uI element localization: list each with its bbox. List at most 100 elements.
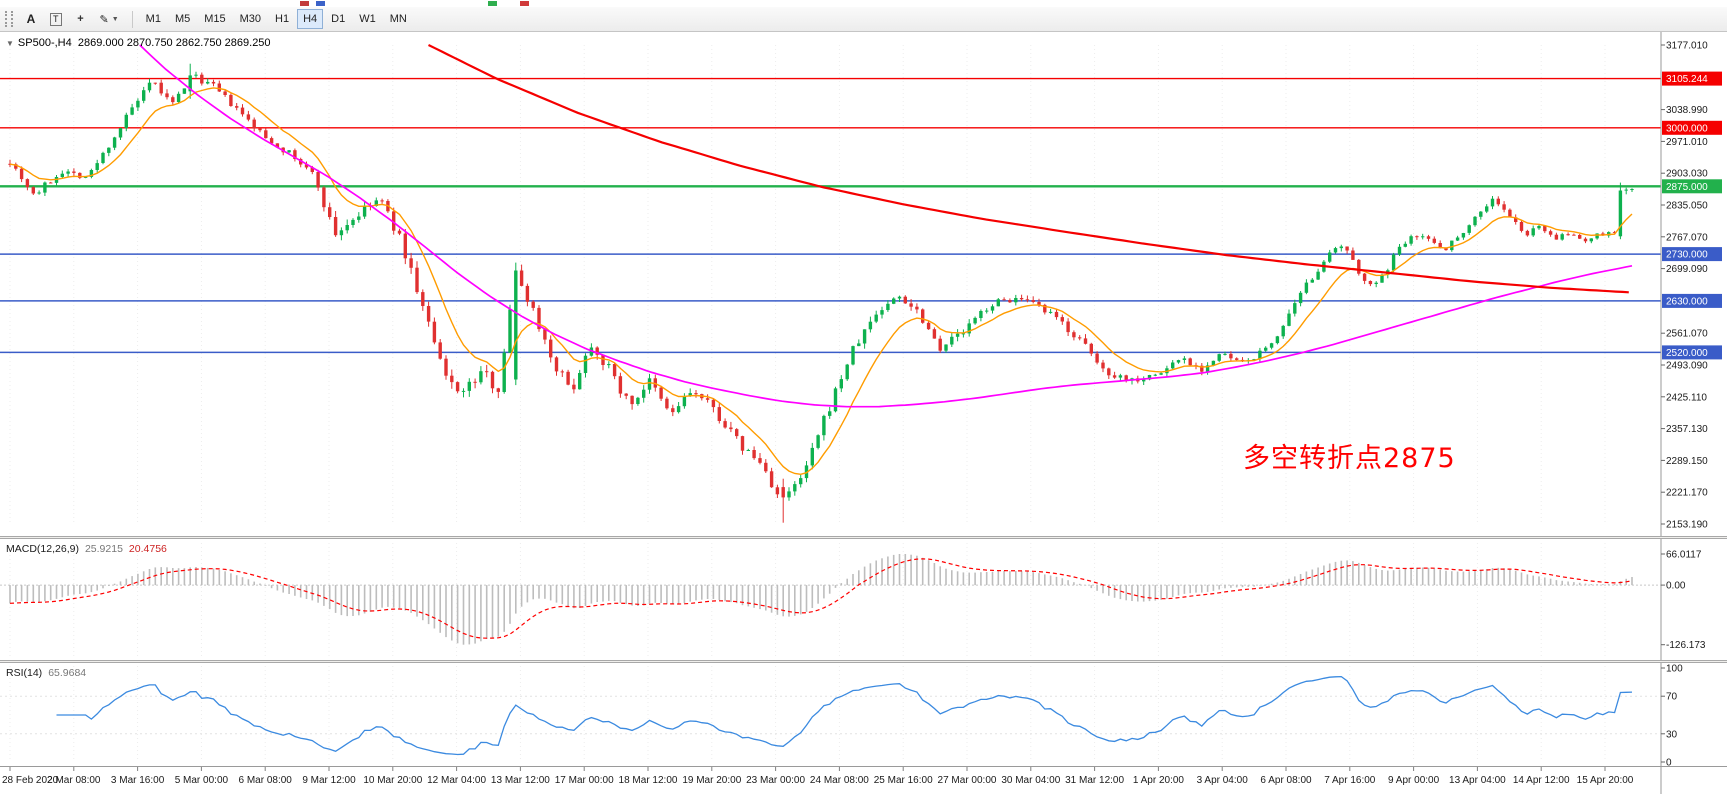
- svg-text:3 Mar 16:00: 3 Mar 16:00: [111, 775, 165, 786]
- svg-text:27 Mar 00:00: 27 Mar 00:00: [938, 775, 997, 786]
- svg-text:66.0117: 66.0117: [1666, 550, 1702, 561]
- svg-text:-126.173: -126.173: [1666, 640, 1706, 651]
- toolbar-separator: [131, 10, 133, 28]
- chart-annotation: 多空转折点2875: [1243, 443, 1456, 474]
- macd-value-main: 25.9215: [84, 543, 123, 555]
- svg-text:14 Apr 12:00: 14 Apr 12:00: [1513, 775, 1570, 786]
- svg-text:3 Apr 04:00: 3 Apr 04:00: [1197, 775, 1249, 786]
- time-axis[interactable]: 28 Feb 2020 2 Mar 08:00 3 Mar 16:00 5 Mar 0…: [0, 766, 1727, 794]
- timeframe-button-m15[interactable]: M15: [204, 13, 226, 25]
- text-label-tool-button[interactable]: A: [26, 12, 36, 26]
- crosshair-icon: +: [77, 13, 84, 25]
- svg-text:28 Feb 2020: 28 Feb 2020: [2, 775, 59, 786]
- text-box-icon: T: [50, 12, 62, 26]
- main-chart-canvas[interactable]: 3177.010 3038.990 2971.010 2903.030 2835.050…: [0, 32, 1727, 536]
- svg-text:6 Mar 08:00: 6 Mar 08:00: [239, 775, 293, 786]
- clipped-toolbar-strip: [0, 0, 1727, 7]
- draw-tool-button[interactable]: ✎ ▼: [94, 9, 125, 29]
- svg-text:2767.070: 2767.070: [1666, 232, 1708, 243]
- svg-text:2561.070: 2561.070: [1666, 329, 1708, 340]
- timeframe-button-m30[interactable]: M30: [239, 13, 262, 25]
- svg-text:13 Apr 04:00: 13 Apr 04:00: [1449, 775, 1506, 786]
- panel-splitter-rsi[interactable]: [0, 660, 1727, 663]
- svg-text:2520.000: 2520.000: [1666, 348, 1708, 359]
- svg-text:9 Apr 00:00: 9 Apr 00:00: [1388, 775, 1440, 786]
- timeframe-button-h1[interactable]: H1: [275, 13, 290, 25]
- timeframe-button-d1[interactable]: D1: [331, 13, 346, 25]
- svg-text:15 Apr 20:00: 15 Apr 20:00: [1577, 775, 1634, 786]
- svg-text:1 Apr 20:00: 1 Apr 20:00: [1133, 775, 1185, 786]
- svg-text:0.00: 0.00: [1666, 581, 1686, 592]
- timeframe-button-w1[interactable]: W1: [359, 13, 376, 25]
- svg-text:17 Mar 00:00: 17 Mar 00:00: [555, 775, 614, 786]
- chart-title: ▼ SP500-,H4 2869.000 2870.750 2862.750 28…: [6, 37, 271, 49]
- svg-text:3000.000: 3000.000: [1666, 123, 1708, 134]
- clipped-icon-fragment: [316, 1, 325, 6]
- timeframe-button-m5[interactable]: M5: [174, 13, 191, 25]
- svg-text:2730.000: 2730.000: [1666, 250, 1708, 261]
- svg-text:9 Mar 12:00: 9 Mar 12:00: [302, 775, 356, 786]
- timeframe-button-mn[interactable]: MN: [389, 13, 407, 25]
- svg-text:2903.030: 2903.030: [1666, 169, 1708, 180]
- svg-text:31 Mar 12:00: 31 Mar 12:00: [1065, 775, 1124, 786]
- main-chart-panel[interactable]: 3177.010 3038.990 2971.010 2903.030 2835.050…: [0, 32, 1727, 536]
- svg-text:3105.244: 3105.244: [1666, 74, 1708, 85]
- svg-text:18 Mar 12:00: 18 Mar 12:00: [619, 775, 678, 786]
- svg-text:70: 70: [1666, 692, 1678, 703]
- svg-text:2630.000: 2630.000: [1666, 296, 1708, 307]
- svg-text:2 Mar 08:00: 2 Mar 08:00: [47, 775, 101, 786]
- clipped-icon-fragment: [300, 1, 309, 6]
- macd-value-signal: 20.4756: [128, 543, 167, 555]
- indicator-collapse-icon[interactable]: ▼: [6, 39, 14, 48]
- macd-panel[interactable]: 66.0117 0.00 -126.173: [0, 539, 1727, 660]
- svg-text:2289.150: 2289.150: [1666, 456, 1708, 467]
- svg-text:24 Mar 08:00: 24 Mar 08:00: [810, 775, 869, 786]
- svg-text:3177.010: 3177.010: [1666, 41, 1708, 52]
- text-box-tool-button[interactable]: T: [44, 9, 68, 29]
- svg-text:2699.090: 2699.090: [1666, 264, 1708, 275]
- clipped-icon-fragment: [488, 1, 497, 6]
- svg-text:3038.990: 3038.990: [1666, 105, 1708, 116]
- rsi-name: RSI(14): [6, 667, 43, 679]
- chart-title-symbol: SP500-,H4: [17, 37, 72, 49]
- svg-text:2493.090: 2493.090: [1666, 361, 1708, 372]
- timeframe-button-h4[interactable]: H4: [297, 9, 324, 29]
- svg-text:23 Mar 00:00: 23 Mar 00:00: [746, 775, 805, 786]
- macd-indicator-label: MACD(12,26,9) 25.9215 20.4756: [6, 543, 167, 555]
- svg-text:100: 100: [1666, 664, 1683, 675]
- rsi-panel-canvas[interactable]: 100 70 30 0: [0, 663, 1727, 766]
- macd-name: MACD(12,26,9): [6, 543, 79, 555]
- svg-text:19 Mar 20:00: 19 Mar 20:00: [682, 775, 741, 786]
- timeframe-button-m1[interactable]: M1: [145, 13, 161, 25]
- svg-text:2835.050: 2835.050: [1666, 201, 1708, 212]
- macd-panel-canvas[interactable]: 66.0117 0.00 -126.173: [0, 539, 1727, 660]
- chart-toolbar: A T + ✎ ▼ M1 M5 M15 M30 H1 H4 D1 W1 MN: [0, 7, 1727, 32]
- svg-text:2153.190: 2153.190: [1666, 520, 1708, 531]
- svg-text:10 Mar 20:00: 10 Mar 20:00: [363, 775, 422, 786]
- svg-text:12 Mar 04:00: 12 Mar 04:00: [427, 775, 486, 786]
- rsi-value: 65.9684: [48, 667, 87, 679]
- clipped-icon-fragment: [520, 1, 529, 6]
- rsi-indicator-label: RSI(14) 65.9684: [6, 667, 86, 679]
- panel-splitter-macd[interactable]: [0, 536, 1727, 539]
- toolbar-drag-handle[interactable]: [5, 11, 13, 27]
- pencil-icon: ✎: [99, 13, 109, 26]
- svg-text:0: 0: [1666, 758, 1672, 767]
- svg-text:13 Mar 12:00: 13 Mar 12:00: [491, 775, 550, 786]
- svg-text:5 Mar 00:00: 5 Mar 00:00: [175, 775, 229, 786]
- crosshair-tool-button[interactable]: +: [70, 9, 92, 29]
- rsi-panel[interactable]: 100 70 30 0: [0, 663, 1727, 766]
- svg-text:7 Apr 16:00: 7 Apr 16:00: [1324, 775, 1376, 786]
- svg-text:25 Mar 16:00: 25 Mar 16:00: [874, 775, 933, 786]
- chart-title-ohlc: 2869.000 2870.750 2862.750 2869.250: [77, 37, 271, 49]
- chevron-down-icon: ▼: [111, 15, 119, 23]
- svg-text:6 Apr 08:00: 6 Apr 08:00: [1260, 775, 1312, 786]
- svg-text:30 Mar 04:00: 30 Mar 04:00: [1001, 775, 1060, 786]
- svg-text:2357.130: 2357.130: [1666, 424, 1708, 435]
- svg-text:30: 30: [1666, 729, 1678, 740]
- svg-text:2875.000: 2875.000: [1666, 182, 1708, 193]
- svg-text:2425.110: 2425.110: [1666, 392, 1707, 403]
- svg-text:2221.170: 2221.170: [1666, 488, 1708, 499]
